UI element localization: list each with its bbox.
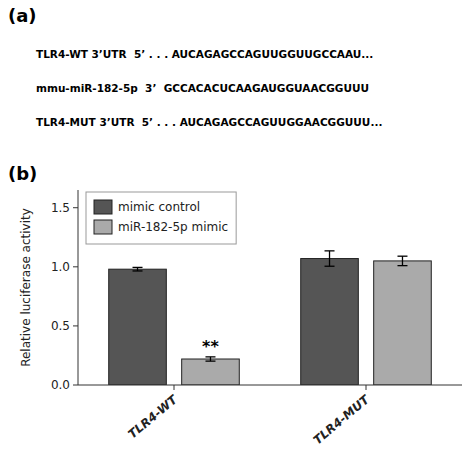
x-tick-label: TLR4-WT — [126, 392, 181, 441]
legend-label: mimic control — [118, 200, 200, 214]
y-tick — [73, 266, 78, 267]
bar — [109, 269, 167, 385]
y-tick — [73, 207, 78, 208]
y-axis-label: Relative luciferase activity — [19, 208, 33, 367]
y-tick — [73, 385, 78, 386]
sequence-line: TLR4-WT 3’UTR 5’ . . . AUCAGAGCCAGUUGGUU… — [36, 48, 373, 60]
legend-swatch — [94, 220, 112, 234]
legend-label: miR-182-5p mimic — [118, 220, 228, 234]
bars — [109, 251, 432, 385]
x-tick-label: TLR4-MUT — [311, 392, 373, 447]
y-tick-label: 0.0 — [51, 378, 70, 392]
error-bar — [205, 357, 215, 361]
legend-swatch — [94, 200, 112, 214]
chart: (a) TLR4-WT 3’UTR 5’ . . . AUCAGAGCCAGUUG… — [0, 0, 474, 474]
x-axis-line — [78, 385, 462, 386]
x-tick — [366, 385, 367, 390]
error-bar — [325, 251, 335, 266]
sequence-line: TLR4-MUT 3’UTR 5’ . . . AUCAGAGCCAGUUGGA… — [36, 116, 382, 128]
error-bar — [133, 267, 143, 271]
y-tick-label: 1.5 — [51, 201, 70, 215]
y-tick-label: 1.0 — [51, 260, 70, 274]
bar — [374, 261, 432, 385]
y-axis-line — [78, 190, 79, 385]
bar — [182, 359, 240, 385]
bar — [301, 259, 359, 385]
error-bar — [397, 256, 407, 265]
panel-label: (a) — [8, 5, 37, 26]
y-tick-label: 0.5 — [51, 319, 70, 333]
legend-frame — [86, 192, 236, 244]
y-tick — [73, 325, 78, 326]
legend: mimic control miR-182-5p mimic — [86, 192, 236, 244]
significance-label: ** — [202, 337, 219, 356]
x-tick — [174, 385, 175, 390]
sequence-line: mmu-miR-182-5p 3’ GCCACACUCAAGAUGGUAACGG… — [36, 82, 369, 94]
chart-title: (b) — [8, 163, 37, 184]
